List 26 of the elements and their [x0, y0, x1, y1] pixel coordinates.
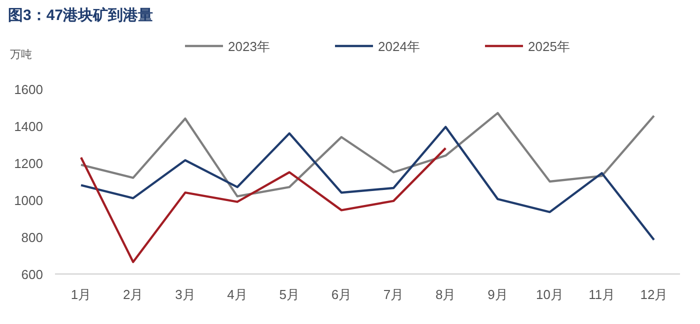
y-axis-title: 万吨 — [10, 48, 32, 61]
x-tick-label: 4月 — [227, 287, 248, 302]
x-tick-label: 10月 — [536, 287, 564, 302]
x-tick-label: 9月 — [488, 287, 508, 302]
legend-label: 2024年 — [378, 39, 420, 54]
y-tick-label: 1600 — [14, 82, 43, 97]
x-tick-label: 8月 — [436, 287, 456, 302]
x-tick-label: 1月 — [70, 287, 92, 302]
x-tick-label: 3月 — [175, 287, 196, 302]
line-series — [80, 112, 656, 198]
x-tick-label: 12月 — [640, 287, 668, 302]
y-tick-label: 800 — [21, 230, 43, 245]
chart-title: 图3：47港块矿到港量 — [8, 6, 154, 24]
y-tick-label: 1400 — [14, 119, 43, 134]
x-tick-label: 5月 — [279, 287, 300, 302]
legend-label: 2025年 — [528, 39, 570, 54]
line-series — [80, 147, 447, 264]
y-tick-label: 1200 — [14, 156, 43, 171]
x-tick-label: 6月 — [331, 287, 352, 302]
x-tick-label: 11月 — [588, 287, 616, 302]
y-tick-label: 1000 — [14, 193, 43, 208]
legend-label: 2023年 — [228, 39, 270, 54]
line-series — [80, 126, 656, 241]
x-tick-label: 7月 — [383, 287, 404, 302]
x-tick-label: 2月 — [123, 287, 144, 302]
y-tick-label: 600 — [21, 267, 43, 282]
